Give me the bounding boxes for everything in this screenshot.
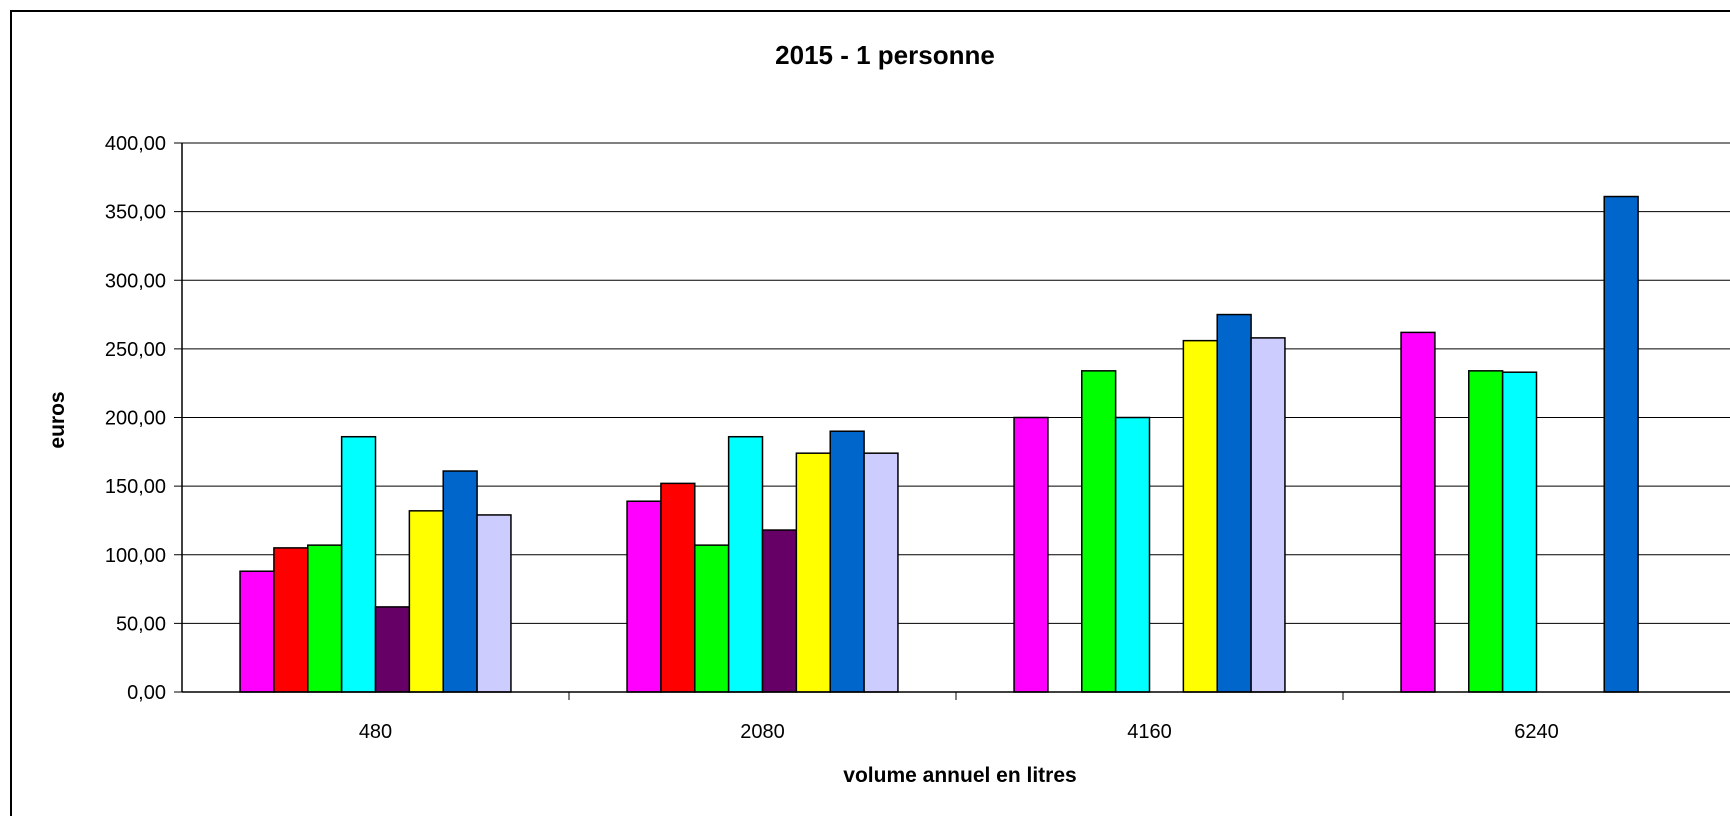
bar	[761, 529, 798, 693]
bar	[442, 470, 478, 693]
bars	[239, 195, 1639, 693]
y-tick-label: 250,00	[105, 339, 166, 361]
x-tick-label: 6240	[1514, 721, 1559, 743]
y-tick-label: 400,00	[105, 133, 166, 155]
bar	[408, 510, 444, 693]
y-axis-title: euros	[46, 391, 69, 448]
bar	[1081, 370, 1117, 693]
bar	[307, 544, 343, 693]
bar	[273, 547, 309, 693]
bar	[863, 452, 899, 693]
bar	[1501, 371, 1538, 693]
bar	[1468, 370, 1504, 693]
x-axis-title: volume annuel en litres	[843, 764, 1076, 787]
x-tick-label: 2080	[740, 721, 785, 743]
bar	[1400, 331, 1436, 693]
bar	[795, 452, 831, 693]
bar	[239, 570, 275, 693]
y-tick-label: 350,00	[105, 202, 166, 224]
y-tick-label: 150,00	[105, 476, 166, 498]
y-tick-label: 0,00	[127, 682, 166, 704]
bar	[727, 435, 764, 693]
tick-labels: 0,00 50,00 100,00 150,00 200,00 250,00 300,00 3…	[105, 133, 1559, 743]
y-tick-label: 300,00	[105, 270, 166, 292]
bar	[694, 544, 730, 693]
bar	[660, 482, 696, 693]
bar	[1182, 339, 1218, 693]
y-tick-label: 50,00	[116, 613, 166, 635]
bar	[340, 435, 377, 693]
bar	[1250, 337, 1286, 693]
chart-title: 2015 - 1 personne	[775, 40, 995, 70]
bar	[1603, 195, 1639, 693]
bar	[1216, 313, 1252, 693]
x-tick-label: 480	[359, 721, 392, 743]
axes	[174, 142, 1730, 700]
y-tick-label: 200,00	[105, 408, 166, 430]
bar	[1013, 416, 1049, 693]
bar	[626, 500, 662, 693]
bar	[829, 430, 865, 693]
bar	[476, 514, 512, 693]
bar	[1114, 416, 1151, 693]
bar	[374, 606, 411, 693]
x-tick-label: 4160	[1127, 721, 1172, 743]
y-tick-label: 100,00	[105, 545, 166, 567]
